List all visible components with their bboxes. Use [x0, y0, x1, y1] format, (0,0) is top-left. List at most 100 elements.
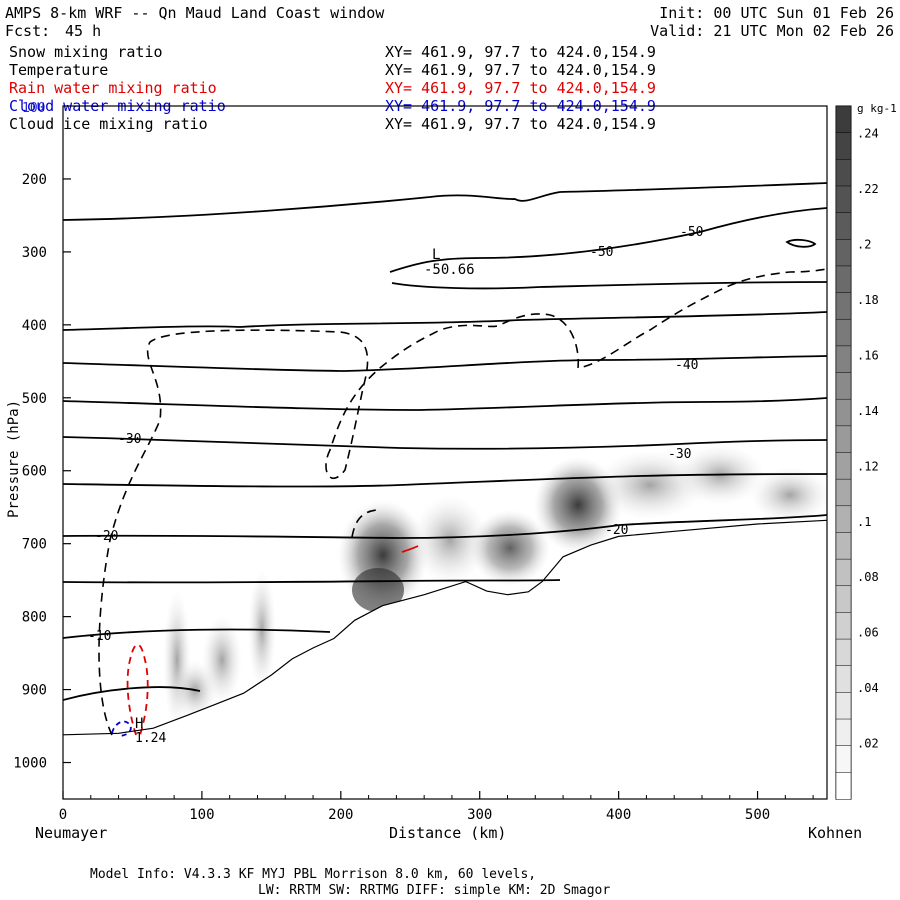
field-name-cloud-ice: Cloud ice mixing ratio [9, 115, 208, 133]
cloud-water-contour [111, 720, 132, 737]
isotherm-labels: -50 -50 -40 -30 -30 -20 -20 -10 [88, 225, 703, 644]
rain-water-contour [126, 643, 149, 736]
y-tick-label: 900 [22, 683, 47, 699]
colorbar-cell [835, 612, 852, 640]
cloud-ice-contour [98, 268, 827, 736]
x-tick-label: 500 [745, 807, 770, 823]
colorbar-cell [835, 558, 852, 587]
field-name-snow: Snow mixing ratio [9, 43, 163, 61]
colorbar-cell [835, 265, 852, 294]
high-marker-label: H [135, 716, 143, 732]
colorbar-label: .08 [857, 570, 879, 584]
colorbar-cell [835, 292, 852, 321]
colorbar-cell [835, 505, 852, 534]
isotherm-line [63, 628, 331, 639]
y-axis-label: Pressure (hPa) [6, 400, 22, 518]
colorbar-label: .2 [857, 238, 871, 252]
colorbar-cell [835, 159, 852, 187]
colorbar-cell [835, 452, 852, 480]
field-xy-cloud-ice: XY= 461.9, 97.7 to 424.0,154.9 [385, 115, 656, 133]
rain-water-contour [401, 545, 419, 553]
isotherm-label: -30 [118, 432, 141, 447]
snow-blob [470, 510, 550, 586]
isotherm-line [63, 311, 827, 331]
colorbar-label: .14 [857, 404, 879, 418]
terrain-line [62, 519, 828, 736]
isotherm-line [391, 281, 827, 290]
y-tick-label: 800 [22, 610, 47, 626]
y-tick-label: 200 [22, 172, 47, 188]
colorbar-label: .22 [857, 182, 879, 196]
colorbar-label: .24 [857, 127, 879, 141]
snow-core [352, 568, 404, 612]
isotherm-label: -50 [680, 225, 703, 240]
colorbar-cell [835, 212, 852, 241]
terrain-mask [63, 520, 827, 799]
isotherm-line [63, 473, 827, 488]
snow-blob [412, 495, 488, 585]
isotherms [63, 182, 827, 701]
snow-shading [163, 445, 827, 730]
x-tick-label: 400 [606, 807, 631, 823]
forecast-hour: 45 h [65, 22, 102, 40]
field-xy-rain: XY= 461.9, 97.7 to 424.0,154.9 [385, 79, 656, 97]
isotherm-closed [785, 238, 817, 248]
colorbar-label: .12 [857, 459, 879, 473]
low-marker-label: L [432, 247, 440, 263]
model-info-line1: Model Info: V4.3.3 KF MYJ PBL Morrison 8… [90, 867, 536, 882]
chart-title: AMPS 8-km WRF -- Qn Maud Land Coast wind… [5, 4, 385, 22]
colorbar-cell [835, 425, 852, 454]
y-tick-label: 500 [22, 391, 47, 407]
colorbar-cell [835, 239, 852, 267]
model-info-line2: LW: RRTM SW: RRTMG DIFF: simple KM: 2D S… [258, 883, 610, 898]
x-tick-label: 200 [328, 807, 353, 823]
colorbar-cell [835, 372, 852, 401]
isotherm-line [63, 686, 201, 701]
colorbar-label: .1 [857, 515, 871, 529]
isotherm-label: -30 [668, 447, 691, 462]
field-name-temperature: Temperature [9, 61, 109, 79]
isotherm-label: -50 [590, 245, 613, 260]
colorbar-cell [835, 692, 852, 720]
isotherm-label: -20 [605, 523, 628, 538]
x-tick-label: 300 [467, 807, 492, 823]
isotherm-line [63, 436, 827, 450]
snow-blob [202, 615, 242, 705]
isotherm-line [63, 579, 561, 584]
colorbar-cell [835, 638, 852, 667]
endpoint-left: Neumayer [35, 824, 107, 842]
snow-blob [750, 467, 827, 523]
x-tick-label: 0 [59, 807, 67, 823]
colorbar-label: .02 [857, 737, 879, 751]
isotherm-label: -40 [675, 358, 698, 373]
y-axis: 200 300 400 500 600 700 800 900 1000 [13, 172, 71, 772]
isotherm-line [389, 207, 827, 273]
field-xy-temperature: XY= 461.9, 97.7 to 424.0,154.9 [385, 61, 656, 79]
colorbar-cell [835, 318, 852, 347]
colorbar-cell [835, 185, 852, 214]
y-tick-label: 700 [22, 537, 47, 553]
colorbar-label: .06 [857, 626, 879, 640]
colorbar-cell [835, 132, 852, 161]
forecast-label: Fcst: [5, 22, 51, 40]
cloud-water-contours [111, 720, 132, 737]
colorbar-cell [835, 345, 852, 374]
colorbar-label: .18 [857, 293, 879, 307]
colorbar-cell [835, 478, 852, 507]
init-time: Init: 00 UTC Sun 01 Feb 26 [659, 4, 894, 22]
colorbar-cell [835, 665, 852, 694]
isotherm-line [63, 397, 827, 411]
isotherm-line [63, 514, 827, 539]
high-marker-value: 1.24 [135, 731, 166, 746]
colorbar-cell [835, 398, 852, 427]
field-name-rain: Rain water mixing ratio [9, 79, 217, 97]
colorbar-unit: g kg-1 [857, 102, 897, 115]
colorbar-cell [835, 772, 852, 800]
y-tick-label: 1000 [13, 756, 47, 772]
colorbar-cell [835, 532, 852, 560]
colorbar: .24 .22 .2 .18 .16 .14 .12 .1 .08 .06 .04 .02 g kg-… [835, 102, 897, 800]
valid-time: Valid: 21 UTC Mon 02 Feb 26 [650, 22, 894, 40]
low-marker-value: -50.66 [424, 262, 475, 278]
y-tick-label: 300 [22, 245, 47, 261]
